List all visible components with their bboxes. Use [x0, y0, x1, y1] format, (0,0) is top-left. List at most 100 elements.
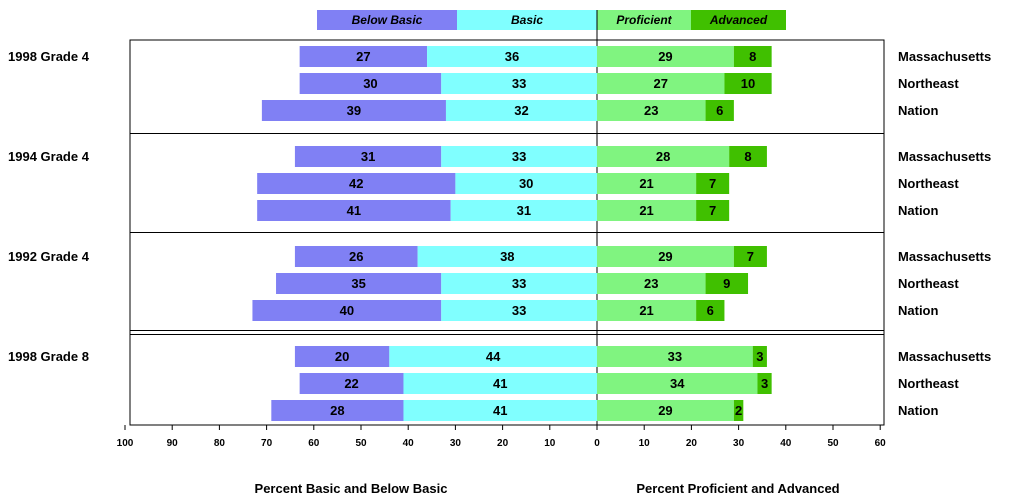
- value-advanced: 8: [744, 149, 751, 164]
- value-below-basic: 40: [340, 303, 354, 318]
- bar-below-basic: [257, 200, 451, 221]
- group-label: 1994 Grade 4: [8, 149, 90, 164]
- legend-swatch-proficient: [597, 10, 691, 30]
- value-advanced: 7: [747, 249, 754, 264]
- value-advanced: 8: [749, 49, 756, 64]
- row-label: Northeast: [898, 76, 959, 91]
- value-advanced: 2: [735, 403, 742, 418]
- bar-proficient: [597, 200, 697, 221]
- row-label: Nation: [898, 403, 939, 418]
- legend: Below Basic Basic Proficient Advanced: [317, 10, 786, 30]
- value-proficient: 21: [639, 303, 653, 318]
- bar-proficient: [597, 400, 734, 421]
- bar-proficient: [597, 346, 753, 367]
- x-tick-label: 30: [733, 438, 745, 449]
- value-advanced: 6: [716, 103, 723, 118]
- value-basic: 33: [512, 149, 526, 164]
- x-tick-label: 80: [214, 438, 226, 449]
- bar-below-basic: [294, 246, 418, 267]
- legend-label-advanced: Advanced: [709, 13, 768, 27]
- x-tick-label: 50: [355, 438, 367, 449]
- bar-advanced: [696, 300, 725, 321]
- value-basic: 31: [517, 203, 531, 218]
- legend-label-below_basic: Below Basic: [352, 13, 423, 27]
- bar-basic: [441, 300, 597, 321]
- bar-advanced: [696, 173, 730, 194]
- bar-basic: [441, 273, 597, 294]
- value-basic: 44: [486, 349, 501, 364]
- row-label: Northeast: [898, 176, 959, 191]
- row-label: Nation: [898, 303, 939, 318]
- row-label: Northeast: [898, 376, 959, 391]
- x-tick-label: 10: [544, 438, 556, 449]
- value-proficient: 21: [639, 176, 653, 191]
- bar-advanced: [705, 273, 749, 294]
- bar-below-basic: [261, 100, 446, 121]
- value-advanced: 3: [756, 349, 763, 364]
- row-label: Massachusetts: [898, 149, 991, 164]
- x-tick-label: 40: [780, 438, 792, 449]
- bars: [252, 46, 772, 421]
- row-label: Nation: [898, 203, 939, 218]
- x-tick-label: 90: [167, 438, 179, 449]
- value-below-basic: 41: [347, 203, 361, 218]
- row-label: Massachusetts: [898, 49, 991, 64]
- value-below-basic: 28: [330, 403, 344, 418]
- bar-basic: [403, 400, 597, 421]
- value-advanced: 7: [709, 203, 716, 218]
- value-basic: 33: [512, 76, 526, 91]
- bar-proficient: [597, 46, 734, 67]
- bar-below-basic: [299, 46, 428, 67]
- bar-advanced: [733, 400, 744, 421]
- value-advanced: 6: [707, 303, 714, 318]
- value-basic: 33: [512, 303, 526, 318]
- bar-proficient: [597, 273, 706, 294]
- bar-below-basic: [271, 400, 404, 421]
- legend-label-proficient: Proficient: [616, 13, 672, 27]
- bar-basic: [445, 100, 597, 121]
- value-proficient: 34: [670, 376, 685, 391]
- value-proficient: 29: [658, 403, 672, 418]
- x-axis-label-right: Percent Proficient and Advanced: [636, 481, 839, 496]
- legend-swatch-below_basic: [317, 10, 457, 30]
- row-label: Nation: [898, 103, 939, 118]
- bar-proficient: [597, 73, 725, 94]
- value-proficient: 23: [644, 276, 658, 291]
- x-tick-label: 0: [594, 438, 600, 449]
- value-proficient: 23: [644, 103, 658, 118]
- value-below-basic: 30: [363, 76, 377, 91]
- bar-basic: [450, 200, 597, 221]
- group-label: 1992 Grade 4: [8, 249, 90, 264]
- x-tick-label: 40: [403, 438, 415, 449]
- group-label: 1998 Grade 8: [8, 349, 89, 364]
- x-tick-label: 60: [308, 438, 320, 449]
- bar-basic: [427, 46, 597, 67]
- legend-swatch-advanced: [691, 10, 786, 30]
- bar-proficient: [597, 146, 730, 167]
- bar-advanced: [733, 46, 772, 67]
- bar-below-basic: [299, 373, 404, 394]
- value-basic: 41: [493, 403, 507, 418]
- value-below-basic: 22: [344, 376, 358, 391]
- bar-advanced: [705, 100, 734, 121]
- bar-below-basic: [257, 173, 456, 194]
- value-below-basic: 20: [335, 349, 349, 364]
- value-below-basic: 26: [349, 249, 363, 264]
- x-tick-label: 60: [875, 438, 887, 449]
- value-advanced: 7: [709, 176, 716, 191]
- value-basic: 33: [512, 276, 526, 291]
- bar-basic: [455, 173, 597, 194]
- group-label: 1998 Grade 4: [8, 49, 90, 64]
- bar-basic: [441, 146, 597, 167]
- bar-below-basic: [252, 300, 442, 321]
- bar-advanced: [724, 73, 772, 94]
- value-proficient: 33: [668, 349, 682, 364]
- value-proficient: 27: [653, 76, 667, 91]
- bar-basic: [441, 73, 597, 94]
- x-axis: 100 90 80 70 60 50 40 30 20 10 0 10 20 30 40 50 60: [117, 425, 887, 449]
- bar-proficient: [597, 173, 697, 194]
- value-proficient: 29: [658, 49, 672, 64]
- bar-advanced: [729, 146, 767, 167]
- value-proficient: 29: [658, 249, 672, 264]
